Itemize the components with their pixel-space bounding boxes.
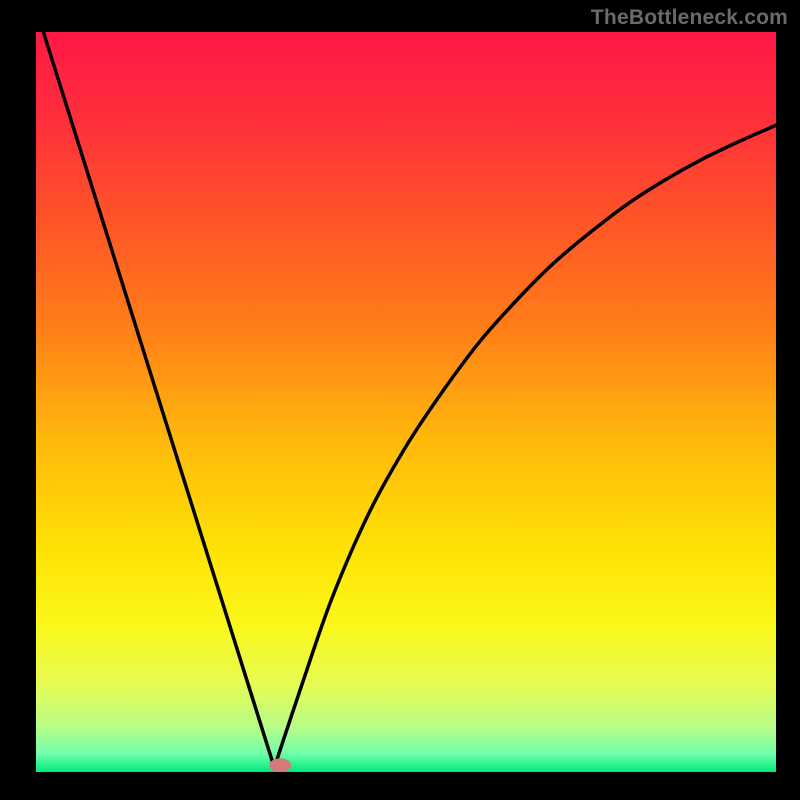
optimum-marker [269,758,291,772]
chart-root: TheBottleneck.com [0,0,800,800]
watermark-text: TheBottleneck.com [591,6,788,30]
plot-area [36,32,776,772]
chart-svg [36,32,776,772]
bottleneck-curve [43,32,776,768]
